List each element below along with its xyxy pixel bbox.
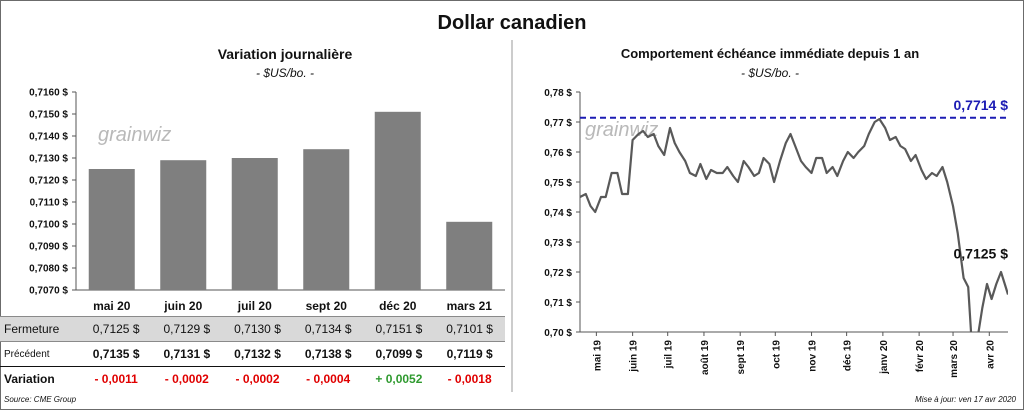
variation-cell: - 0,0002 [164,372,209,386]
row-label: Variation [4,372,55,386]
x-tick-label: juil 19 [664,340,675,370]
category-label: juil 20 [237,299,272,313]
category-label: juin 20 [163,299,202,313]
y-tick-label: 0,73 $ [544,238,572,249]
page-title: Dollar canadien [437,12,587,34]
x-tick-label: avr 20 [985,340,996,369]
variation-cell: + 0,0052 [375,372,423,386]
table-row-precedent: Précédent 0,7135 $ 0,7131 $ 0,7132 $ 0,7… [0,341,505,367]
y-tick-label: 0,78 $ [544,88,572,99]
table-cell: 0,7130 $ [222,316,293,342]
y-tick-label: 0,74 $ [544,208,572,219]
source-note: Source: CME Group [4,395,77,404]
category-label: sept 20 [306,299,348,313]
table-cell: 0,7135 $ [80,341,152,367]
y-tick-label: 0,7130 $ [29,154,68,165]
variation-cell: - 0,0011 [94,372,138,386]
y-tick-label: 0,7150 $ [29,110,68,121]
bar [88,169,135,290]
x-tick-label: févr 20 [915,340,926,373]
table-cell: 0,7119 $ [434,341,505,367]
x-tick-label: mai 19 [592,340,603,372]
last-value-label: 0,7125 $ [954,246,1009,262]
update-note: Mise à jour: ven 17 avr 2020 [915,395,1016,404]
row-label: Précédent [0,341,81,367]
x-tick-label: mars 20 [949,340,960,378]
logo-watermark: grainwiz [98,124,171,146]
category-label: déc 20 [379,299,417,313]
y-tick-label: 0,77 $ [544,118,572,129]
table-cell: 0,7138 $ [292,341,364,367]
right-chart-title: Comportement échéance immédiate depuis 1… [620,46,920,61]
bar [374,111,421,290]
x-tick-label: janv 20 [879,340,890,375]
x-tick-label: déc 19 [843,340,854,372]
y-tick-label: 0,7090 $ [29,242,68,253]
x-tick-label: sept 19 [736,340,747,375]
bar [160,160,207,290]
y-tick-label: 0,76 $ [544,148,572,159]
x-tick-label: oct 19 [771,340,782,369]
bar [231,158,278,290]
quote-table: Fermeture 0,7125 $ 0,7129 $ 0,7130 $ 0,7… [0,316,505,391]
left-chart-subtitle: - $US/bo. - [255,66,315,80]
table-cell: 0,7132 $ [222,341,293,367]
y-tick-label: 0,7120 $ [29,176,68,187]
x-tick-label: juin 19 [629,340,640,373]
table-cell: 0,7131 $ [151,341,223,367]
table-row-fermeture: Fermeture 0,7125 $ 0,7129 $ 0,7130 $ 0,7… [0,316,505,342]
table-cell: 0,7125 $ [80,316,152,342]
variation-cell: - 0,0004 [306,372,351,386]
y-tick-label: 0,70 $ [544,328,572,339]
left-chart-title: Variation journalière [217,46,353,62]
x-tick-label: août 19 [700,340,711,375]
y-tick-label: 0,7160 $ [29,88,68,99]
row-label: Fermeture [0,316,81,342]
table-cell: 0,7099 $ [363,341,435,367]
y-tick-label: 0,75 $ [544,178,572,189]
y-tick-label: 0,7080 $ [29,264,68,275]
variation-cell: - 0,0018 [447,372,492,386]
table-row-variation: Variation - 0,0011 - 0,0002 - 0,0002 - 0… [0,367,505,392]
right-chart-subtitle: - $US/bo. - [740,66,800,80]
y-tick-label: 0,71 $ [544,298,572,309]
table-cell: 0,7134 $ [292,316,364,342]
table-cell: 0,7101 $ [434,316,505,342]
y-tick-label: 0,7070 $ [29,286,68,297]
series-line [580,117,1008,332]
y-tick-label: 0,7100 $ [29,220,68,231]
category-label: mars 21 [447,299,493,313]
y-tick-label: 0,7140 $ [29,132,68,143]
table-cell: 0,7151 $ [363,316,435,342]
y-tick-label: 0,72 $ [544,268,572,279]
bar [303,149,350,290]
y-tick-label: 0,7110 $ [30,198,69,209]
table-cell: 0,7129 $ [151,316,223,342]
logo-watermark: grainwiz [585,119,658,141]
reference-line-label: 0,7714 $ [954,97,1009,113]
category-label: mai 20 [93,299,131,313]
variation-cell: - 0,0002 [235,372,280,386]
bar [446,221,493,290]
x-tick-label: nov 19 [808,340,819,372]
